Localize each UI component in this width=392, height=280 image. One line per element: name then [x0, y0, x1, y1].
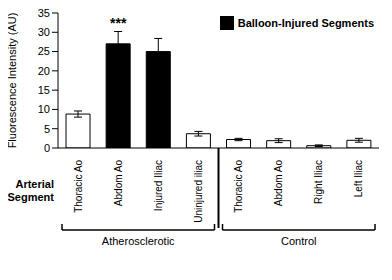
svg-text:***: *** — [110, 15, 127, 31]
svg-text:10: 10 — [38, 103, 50, 115]
svg-text:Thoracic Ao: Thoracic Ao — [73, 160, 84, 213]
svg-text:Abdom Ao: Abdom Ao — [113, 160, 124, 207]
svg-text:Left Iliac: Left Iliac — [353, 160, 364, 197]
svg-text:Atherosclerotic: Atherosclerotic — [102, 235, 175, 247]
svg-text:Injured Iliac: Injured Iliac — [153, 160, 164, 211]
svg-text:Abdom Ao: Abdom Ao — [273, 160, 284, 207]
svg-text:25: 25 — [38, 45, 50, 57]
svg-text:Right Iliac: Right Iliac — [313, 160, 324, 204]
svg-text:Fluorescence Intensity (AU): Fluorescence Intensity (AU) — [8, 13, 18, 149]
svg-text:0: 0 — [44, 142, 50, 154]
svg-text:5: 5 — [44, 123, 50, 135]
svg-text:Uninjured iliac: Uninjured iliac — [193, 160, 204, 223]
svg-text:15: 15 — [38, 84, 50, 96]
svg-text:ArterialSegment: ArterialSegment — [8, 178, 54, 203]
svg-text:30: 30 — [38, 26, 50, 38]
svg-text:Control: Control — [281, 235, 316, 247]
svg-text:Thoracic Ao: Thoracic Ao — [233, 160, 244, 213]
svg-text:35: 35 — [38, 8, 50, 19]
html-text:Balloon-Injured Segments: Balloon-Injured Segments — [237, 17, 374, 29]
svg-text:20: 20 — [38, 65, 50, 77]
